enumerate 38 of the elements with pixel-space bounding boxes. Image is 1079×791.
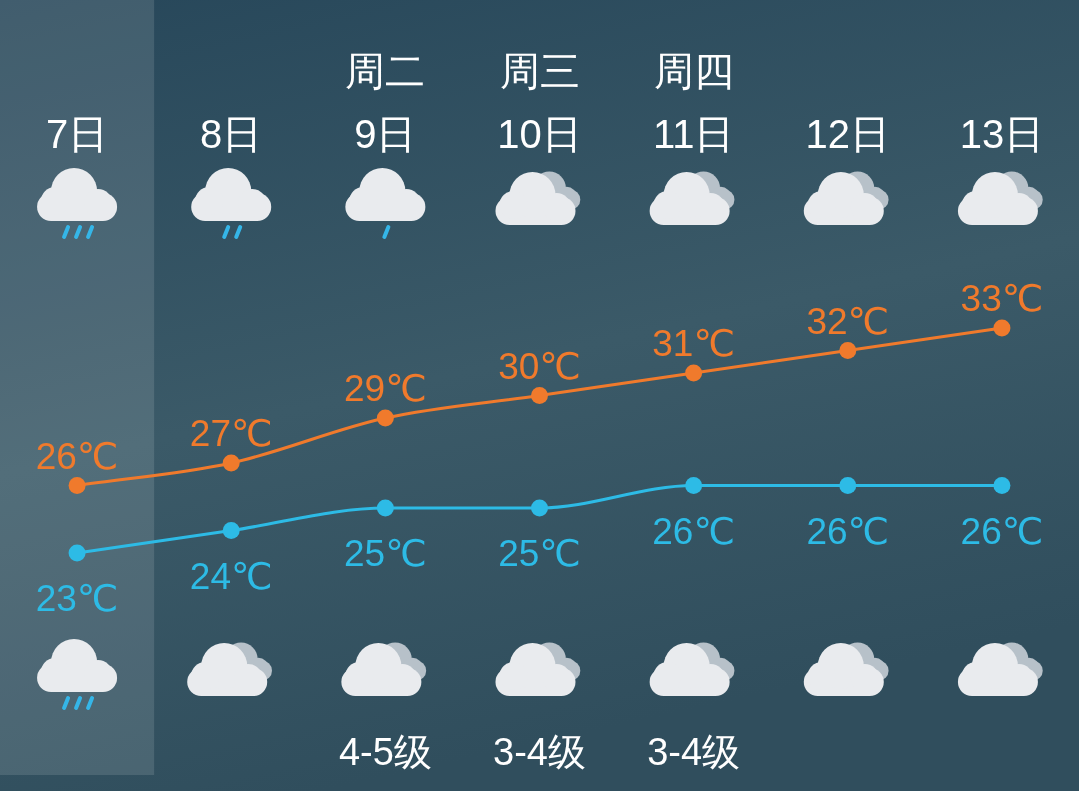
point	[376, 499, 394, 517]
x-tick-label: 周三 10日	[497, 49, 582, 156]
data-label: 23℃	[35, 578, 119, 619]
point	[993, 319, 1011, 337]
data-label: 25℃	[344, 533, 427, 574]
x-tick-label: 7日	[45, 112, 109, 156]
point	[222, 522, 240, 539]
point	[685, 364, 703, 382]
data-label: 26℃	[35, 435, 119, 477]
data-label: 32℃	[806, 300, 890, 342]
point	[685, 477, 703, 494]
x-tick-label: 周二 9日	[345, 49, 426, 156]
data-label: 26℃	[960, 510, 1044, 552]
point	[993, 477, 1011, 494]
text: 3-4级	[493, 731, 586, 773]
point	[222, 454, 240, 472]
point	[68, 477, 86, 494]
point	[839, 477, 857, 494]
point	[531, 499, 548, 517]
x-tick-label: 12日	[805, 112, 891, 156]
point	[531, 387, 548, 404]
data-label: 29℃	[344, 368, 427, 409]
data-label: 26℃	[652, 510, 735, 552]
x-tick-label: 13日	[959, 112, 1045, 156]
point	[376, 409, 394, 427]
text: 4-5级	[338, 731, 432, 773]
text: 3-4级	[647, 731, 741, 773]
point	[839, 342, 857, 359]
point	[68, 544, 86, 562]
data-label: 25℃	[498, 533, 581, 574]
data-label: 26℃	[806, 510, 890, 552]
x-tick-label: 周四 11日	[652, 49, 735, 156]
data-label: 24℃	[189, 555, 273, 597]
x-tick-label: 8日	[200, 112, 263, 156]
data-label: 31℃	[652, 323, 735, 364]
data-label: 27℃	[189, 413, 273, 454]
data-label: 30℃	[498, 345, 581, 387]
data-label: 33℃	[960, 278, 1044, 319]
